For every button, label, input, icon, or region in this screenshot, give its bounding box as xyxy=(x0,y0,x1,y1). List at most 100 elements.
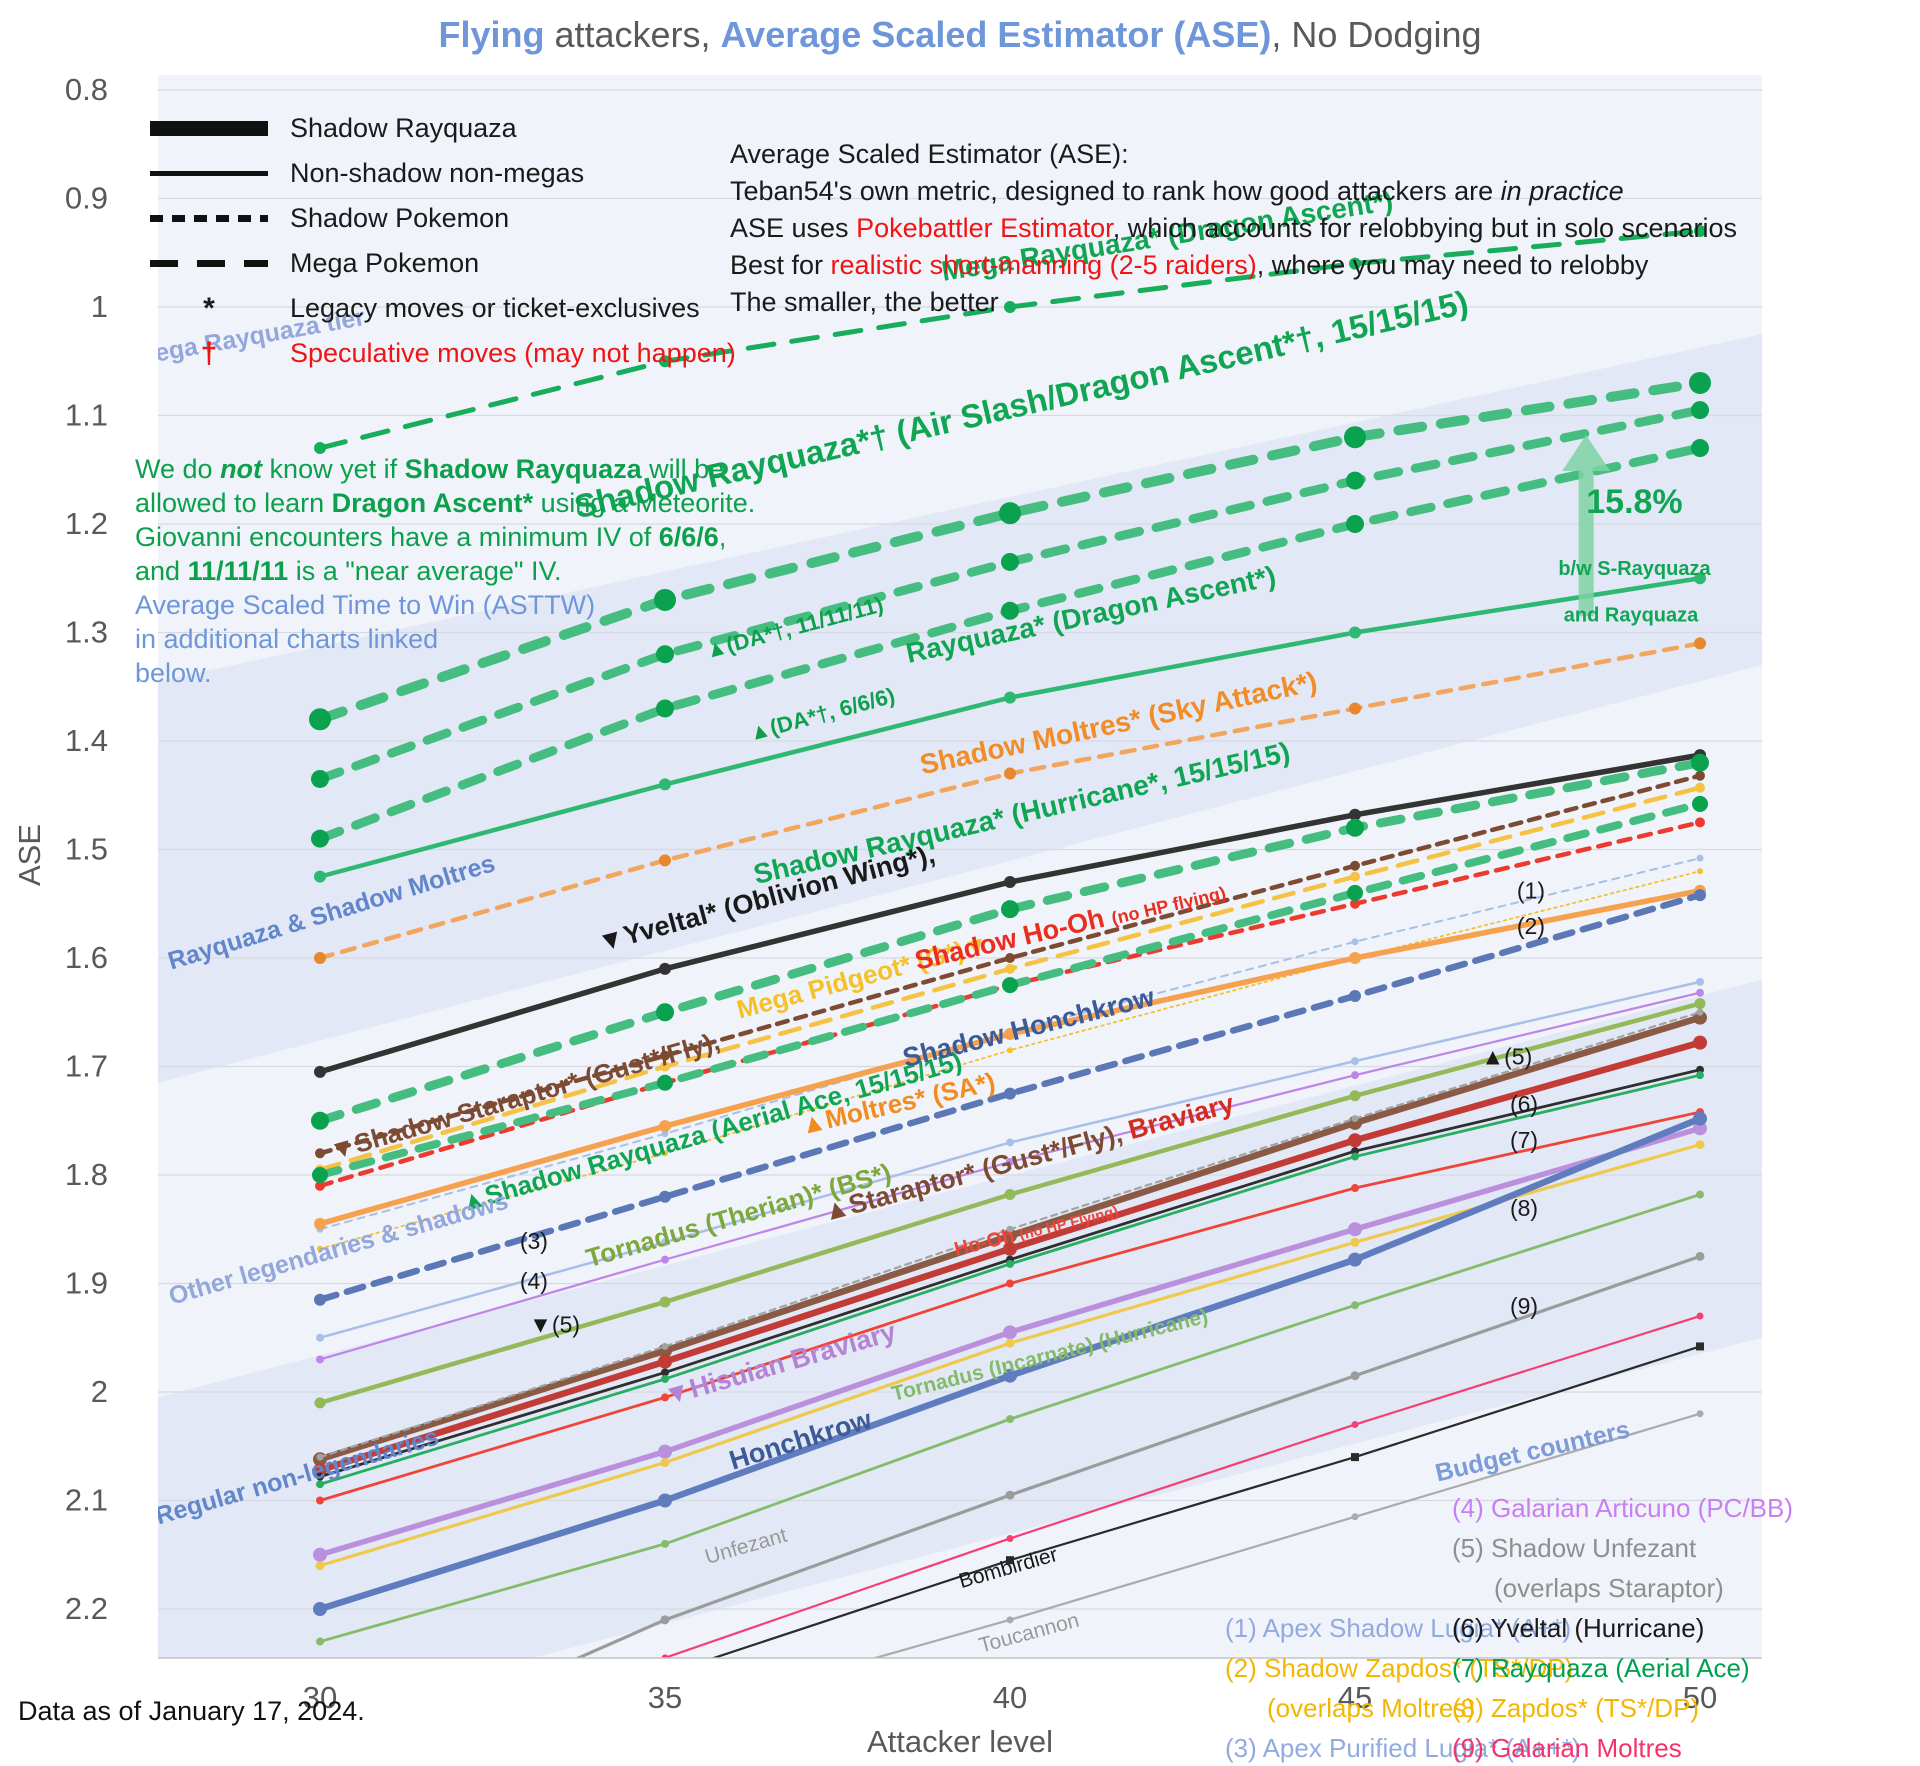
note-line: Average Scaled Time to Win (ASTTW) xyxy=(135,590,596,620)
y-tick: 1.3 xyxy=(65,615,108,650)
marker xyxy=(314,1217,326,1230)
legend-label: Non-shadow non-megas xyxy=(290,158,585,188)
marker xyxy=(1003,1241,1017,1256)
marker xyxy=(1351,1421,1359,1429)
marker xyxy=(315,1561,325,1571)
ranked-legend-entry: (8) Zapdos* (TS*/DP) xyxy=(1452,1693,1700,1723)
marker xyxy=(662,1714,669,1721)
dash-line-icon xyxy=(150,215,268,222)
marker xyxy=(660,1615,670,1625)
marker xyxy=(1005,953,1015,963)
annotation-(8): (8) xyxy=(1510,1195,1538,1221)
marker xyxy=(661,1255,669,1264)
marker xyxy=(1006,1225,1014,1233)
legend-label: Legacy moves or ticket-exclusives xyxy=(290,293,700,323)
y-tick: 1 xyxy=(91,289,108,324)
series-s-rayquaza-da-6 xyxy=(311,439,1709,848)
marker xyxy=(1696,854,1704,862)
marker xyxy=(1351,1057,1359,1066)
marker xyxy=(1348,1133,1362,1148)
ranked-legend-entry: (7) Rayquaza (Aerial Ace) xyxy=(1452,1653,1750,1683)
marker xyxy=(1350,898,1360,909)
marker xyxy=(1003,1228,1017,1243)
legend-item: Mega Pokemon xyxy=(150,241,736,286)
legend-label: Speculative moves (may not happen) xyxy=(290,338,736,368)
marker xyxy=(661,1368,669,1377)
marker xyxy=(659,1296,671,1308)
marker xyxy=(1002,977,1018,994)
marker xyxy=(1349,257,1361,270)
series-tornadus-incarnate xyxy=(316,1190,1704,1646)
y-tick: 1.2 xyxy=(65,506,108,541)
marker xyxy=(656,645,674,664)
marker xyxy=(314,1065,326,1078)
marker xyxy=(660,1458,670,1468)
marker xyxy=(313,1547,327,1562)
marker xyxy=(660,1061,670,1072)
annotation-(1): (1) xyxy=(1517,877,1545,903)
marker xyxy=(309,708,331,731)
marker xyxy=(1351,938,1359,946)
marker xyxy=(661,1670,669,1678)
marker xyxy=(1001,552,1019,571)
marker xyxy=(1693,1111,1707,1126)
annotation-▼(5): ▼(5) xyxy=(529,1311,580,1337)
note-line: below. xyxy=(135,658,212,688)
marker xyxy=(1351,1184,1359,1193)
marker xyxy=(1691,439,1709,458)
note-line: Giovanni encounters have a minimum IV of… xyxy=(135,522,727,552)
series-bombirdier xyxy=(661,1342,1704,1678)
y-tick: 2.1 xyxy=(65,1483,108,1518)
marker xyxy=(1348,1222,1362,1237)
marker xyxy=(1348,1115,1362,1130)
marker xyxy=(1696,1410,1704,1418)
marker xyxy=(1695,817,1705,828)
marker xyxy=(1006,1259,1014,1268)
dagger-symbol: † xyxy=(200,336,218,370)
marker xyxy=(1349,1090,1361,1102)
marker xyxy=(316,1637,324,1646)
marker xyxy=(1006,1138,1014,1147)
marker xyxy=(1349,989,1361,1002)
marker xyxy=(1689,371,1711,394)
marker xyxy=(316,1472,324,1481)
marker xyxy=(1350,1371,1360,1381)
marker xyxy=(661,1130,669,1138)
shadow-rayquaza-note: We do not know yet if Shadow Rayquaza wi… xyxy=(135,452,755,690)
series-s-honchkrow xyxy=(314,889,1706,1306)
marker xyxy=(658,1444,672,1459)
info-line: The smaller, the better xyxy=(730,287,999,317)
ranked-legend-entry: (5) Shadow Unfezant xyxy=(1452,1533,1697,1563)
y-tick: 1.9 xyxy=(65,1266,108,1301)
marker xyxy=(661,1654,669,1658)
marker xyxy=(659,355,671,368)
marker xyxy=(315,1180,325,1191)
marker xyxy=(661,1374,669,1383)
series-hisuian-braviary xyxy=(313,1121,1707,1562)
x-tick: 35 xyxy=(648,1680,682,1715)
ranked-legend-entry: (2) Shadow Zapdos* (TS*/DP) xyxy=(1225,1653,1574,1683)
marker xyxy=(1004,1027,1016,1040)
y-tick: 2 xyxy=(91,1374,108,1409)
series-unfezant xyxy=(574,1251,1705,1658)
series-braviary xyxy=(313,1035,1707,1478)
annotation-(4): (4) xyxy=(520,1268,548,1294)
line-label-28: 15.8% xyxy=(1586,483,1682,521)
marker xyxy=(1694,998,1706,1010)
marker xyxy=(659,778,671,791)
series-rayquaza-aa xyxy=(316,1071,1704,1489)
marker xyxy=(658,1493,672,1508)
annotation-▲(5): ▲(5) xyxy=(1481,1043,1532,1069)
legend-item: Shadow Rayquaza xyxy=(150,106,736,151)
marker xyxy=(316,1333,324,1342)
star-symbol: * xyxy=(203,291,215,325)
marker xyxy=(1692,795,1708,812)
line-label-29: b/w S-Rayquaza xyxy=(1558,558,1711,580)
marker xyxy=(1004,876,1016,889)
pct-gap-arrow xyxy=(1562,435,1611,617)
marker xyxy=(1350,871,1360,882)
marker xyxy=(1351,1152,1359,1161)
y-tick: 1.8 xyxy=(65,1157,108,1192)
marker xyxy=(315,1148,325,1159)
marker xyxy=(1346,818,1364,837)
